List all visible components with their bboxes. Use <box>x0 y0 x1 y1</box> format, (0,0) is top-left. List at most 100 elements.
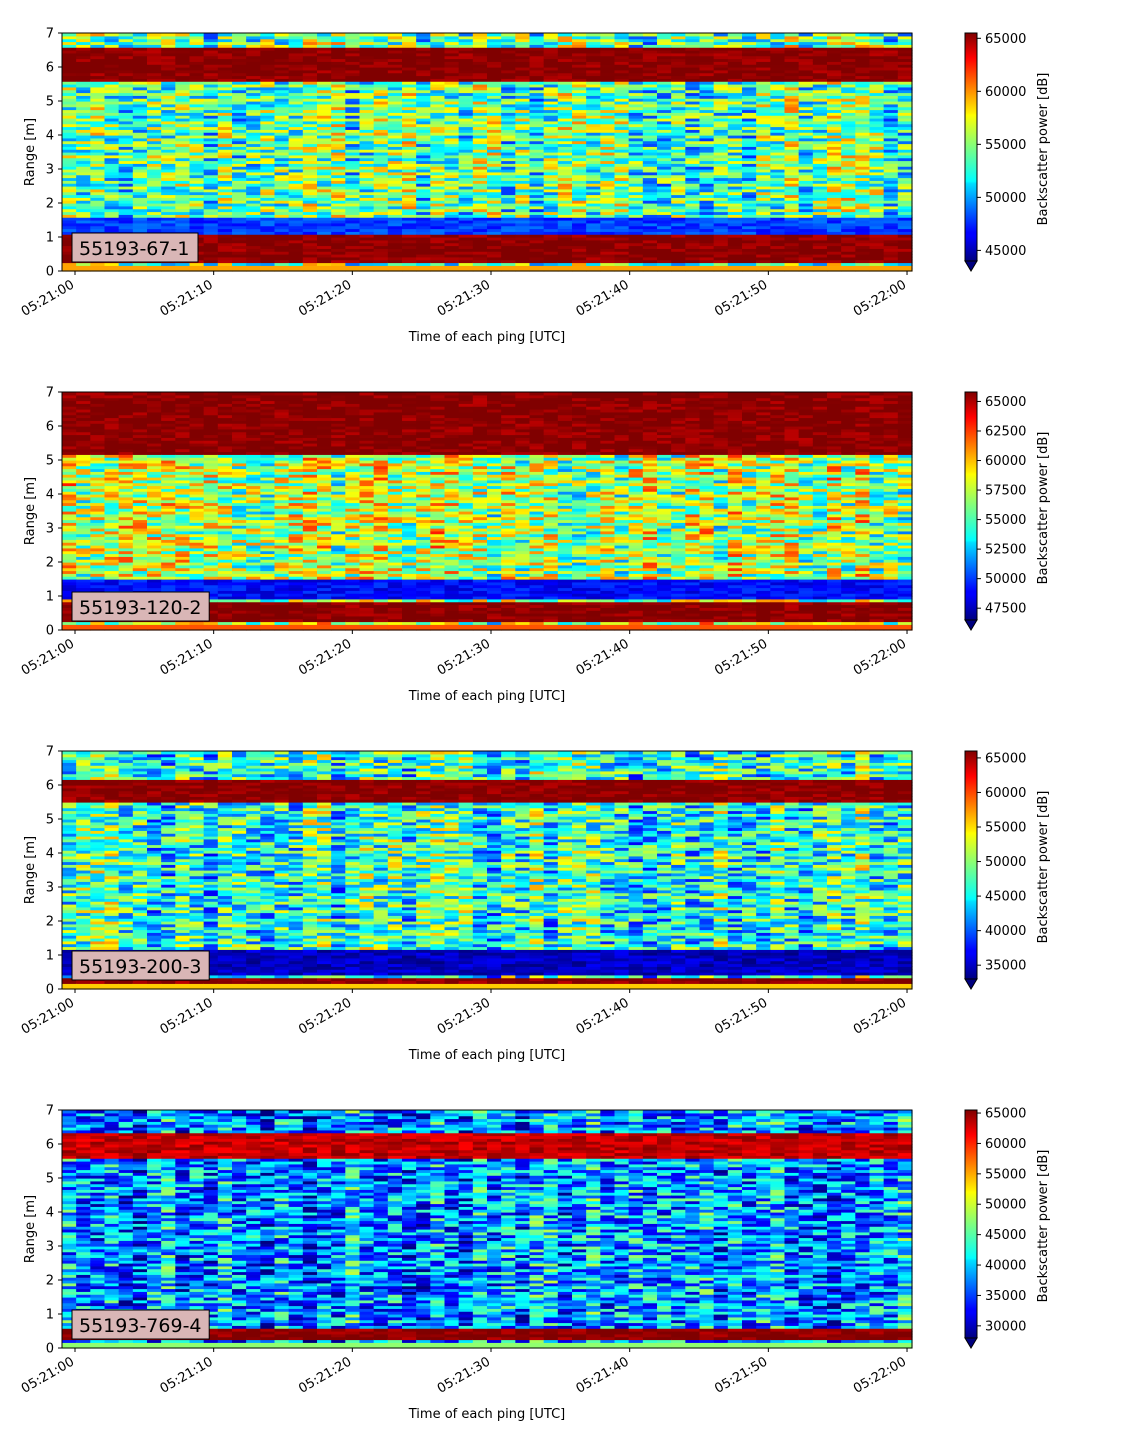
heatmap-cell <box>147 222 162 227</box>
heatmap-cell <box>302 41 318 45</box>
heatmap-cell <box>798 268 814 272</box>
heatmap-cell <box>827 211 842 215</box>
heatmap-cell <box>345 81 361 85</box>
heatmap-cell <box>487 160 502 164</box>
heatmap-cell <box>317 194 332 198</box>
heatmap-cell <box>727 106 743 111</box>
heatmap-cell <box>699 95 715 99</box>
heatmap-cell <box>288 95 304 99</box>
heatmap-cell <box>642 188 658 193</box>
heatmap-cell <box>76 75 91 79</box>
heatmap-cell <box>543 143 559 147</box>
heatmap-cell <box>841 103 856 108</box>
heatmap-cell <box>855 78 871 82</box>
heatmap-cell <box>317 146 332 150</box>
heatmap-cell <box>657 194 672 198</box>
heatmap-cell <box>742 115 757 119</box>
heatmap-cell <box>642 115 658 119</box>
heatmap-cell <box>642 126 658 130</box>
heatmap-cell <box>274 72 290 77</box>
heatmap-cell <box>827 109 842 113</box>
heatmap-cell <box>487 211 502 215</box>
heatmap-cell <box>586 208 601 213</box>
heatmap-cell <box>373 166 389 170</box>
heatmap-cell <box>90 180 106 184</box>
heatmap-cell <box>841 186 856 190</box>
heatmap-cell <box>671 67 686 71</box>
heatmap-cell <box>402 98 417 102</box>
heatmap-cell <box>600 194 616 198</box>
heatmap-cell <box>175 120 191 125</box>
heatmap-cell <box>671 166 686 170</box>
heatmap-cell <box>189 177 205 181</box>
heatmap-cell <box>359 47 375 51</box>
heatmap-cell <box>784 35 800 40</box>
heatmap-cell <box>713 135 729 139</box>
heatmap-cell <box>373 58 389 62</box>
heatmap-cell <box>444 118 460 122</box>
heatmap-cell <box>189 217 205 221</box>
heatmap-cell <box>529 186 545 190</box>
heatmap-cell <box>246 44 261 48</box>
heatmap-cell <box>132 208 148 213</box>
heatmap-cell <box>302 191 318 196</box>
heatmap-cell <box>458 157 474 162</box>
heatmap-cell <box>260 132 276 136</box>
heatmap-cell <box>302 268 318 272</box>
heatmap-cell <box>841 251 856 255</box>
heatmap-cell <box>812 35 828 40</box>
heatmap-cell <box>770 81 786 85</box>
heatmap-cell <box>302 205 318 210</box>
heatmap-cell <box>444 262 460 266</box>
heatmap-cell <box>671 220 686 224</box>
heatmap-cell <box>812 101 828 105</box>
heatmap-cell <box>557 58 573 62</box>
heatmap-cell <box>572 129 587 133</box>
heatmap-cell <box>487 101 502 105</box>
heatmap-cell <box>288 89 304 94</box>
heatmap-cell <box>586 174 601 179</box>
heatmap-cell <box>345 259 361 264</box>
heatmap-cell <box>90 81 106 85</box>
heatmap-cell <box>756 222 771 227</box>
heatmap-cell <box>331 38 346 43</box>
heatmap-cell <box>331 186 346 190</box>
heatmap-cell <box>90 205 106 210</box>
heatmap-cell <box>572 200 587 204</box>
heatmap-cell <box>770 169 786 173</box>
heatmap-cell <box>387 109 403 113</box>
heatmap-cell <box>841 98 856 102</box>
heatmap-cell <box>430 118 446 122</box>
heatmap-cell <box>76 146 91 150</box>
heatmap-cell <box>543 78 559 82</box>
heatmap-cell <box>288 35 304 40</box>
heatmap-cell <box>642 50 658 54</box>
heatmap-cell <box>657 169 672 173</box>
heatmap-cell <box>458 58 474 62</box>
heatmap-cell <box>62 135 77 139</box>
heatmap-cell <box>416 109 431 113</box>
heatmap-cell <box>373 101 389 105</box>
heatmap-cell <box>288 183 304 187</box>
heatmap-cell <box>260 174 276 179</box>
heatmap-cell <box>90 222 106 227</box>
heatmap-cell <box>246 228 261 232</box>
heatmap-cell <box>402 35 417 40</box>
heatmap-cell <box>600 211 616 215</box>
heatmap-cell <box>331 120 346 125</box>
heatmap-cell <box>628 197 644 201</box>
heatmap-cell <box>402 81 417 85</box>
heatmap-cell <box>600 67 616 71</box>
heatmap-cell <box>317 61 332 65</box>
heatmap-cell <box>869 160 885 164</box>
heatmap-cell <box>685 75 701 79</box>
heatmap-cell <box>472 109 488 113</box>
heatmap-cell <box>699 41 715 45</box>
heatmap-cell <box>203 137 219 142</box>
heatmap-cell <box>529 259 545 264</box>
heatmap-cell <box>784 163 800 167</box>
heatmap-cell <box>586 98 601 102</box>
heatmap-cell <box>246 180 261 184</box>
heatmap-cell <box>812 228 828 232</box>
heatmap-cell <box>529 231 545 235</box>
